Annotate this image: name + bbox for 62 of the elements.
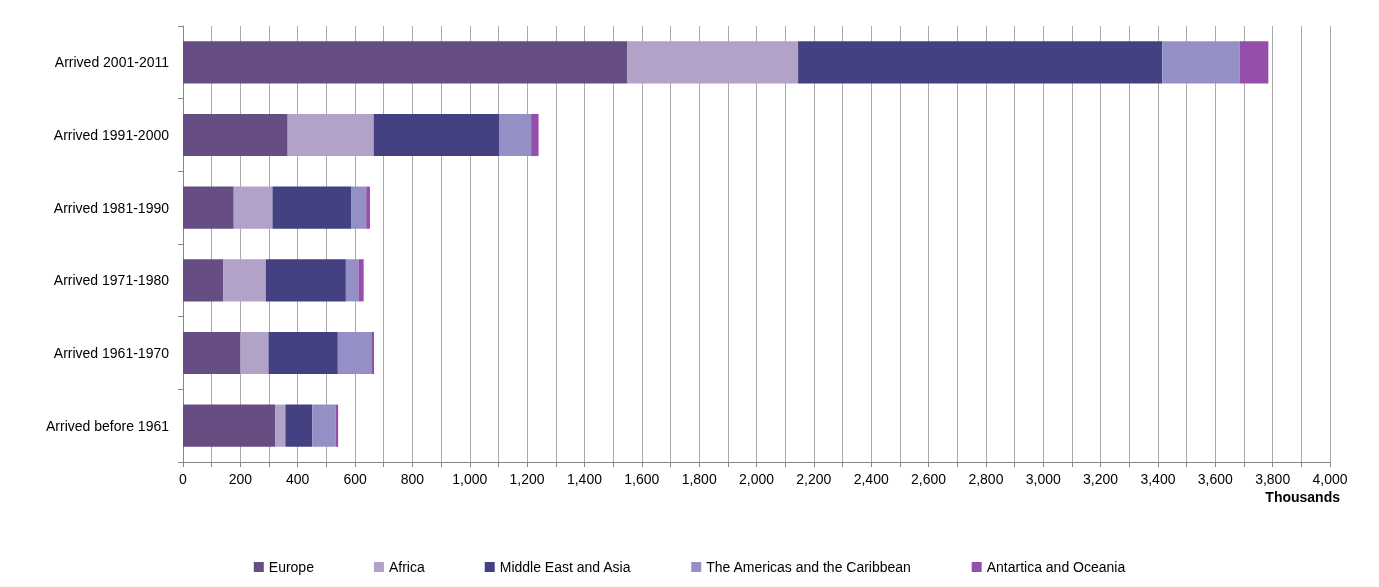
bar (183, 41, 628, 84)
bar (312, 404, 336, 447)
bar (358, 259, 364, 302)
x-tick-label: 0 (179, 471, 188, 487)
bar (183, 113, 288, 157)
bar (275, 404, 286, 447)
bar (337, 331, 372, 375)
x-tick-label: 1,000 (452, 471, 488, 487)
bar (627, 41, 799, 84)
x-tick-label: 800 (400, 471, 425, 487)
bar (1162, 41, 1240, 84)
x-tick-label: 1,800 (681, 471, 717, 487)
legend-label: The Americas and the Caribbean (706, 559, 911, 575)
bar (373, 113, 499, 157)
x-tick-label: 2,800 (968, 471, 1004, 487)
legend-label: Europe (268, 559, 315, 575)
bar (285, 404, 313, 447)
bar (798, 41, 1163, 84)
y-tick-label: Arrived 2001-2011 (54, 54, 170, 71)
x-tick-label: 3,400 (1140, 471, 1176, 487)
x-tick-label: 1,200 (509, 471, 545, 487)
x-tick-label: 2,000 (738, 471, 775, 487)
bar (183, 186, 234, 229)
x-tick-label: 3,600 (1197, 471, 1234, 487)
bar (366, 186, 370, 229)
bar (183, 259, 224, 302)
y-tick-label: Arrived 1981-1990 (53, 199, 170, 216)
bar (345, 259, 359, 302)
x-axis-title: Thousands (1265, 489, 1341, 505)
bar (272, 186, 352, 229)
x-tick-label: 1,400 (566, 471, 603, 487)
x-tick-label: 3,200 (1083, 471, 1119, 487)
bar (351, 186, 367, 229)
bar (265, 259, 346, 302)
x-tick-label: 4,000 (1312, 471, 1348, 487)
y-tick-label: Arrived 1971-1980 (53, 272, 170, 289)
bar (287, 113, 374, 157)
bar (1239, 41, 1269, 84)
bar (233, 186, 273, 229)
x-tick-label: 200 (228, 471, 253, 487)
x-tick-label: 2,600 (911, 471, 947, 487)
x-tick-label: 3,000 (1025, 471, 1061, 487)
y-tick-label: Arrived 1961-1970 (53, 345, 170, 361)
bar (499, 113, 532, 157)
bar (371, 331, 374, 375)
x-tick-label: 3,800 (1255, 471, 1291, 487)
y-tick-label: Arrived 1991-2000 (53, 127, 170, 143)
x-tick-label: 2,200 (796, 471, 832, 487)
bar (531, 113, 539, 157)
x-tick-label: 400 (286, 471, 310, 487)
x-tick-label: 600 (343, 471, 367, 487)
y-tick-label: Arrived before 1961 (46, 417, 170, 434)
legend-label: Antartica and Oceania (986, 559, 1126, 575)
x-tick-label: 2,400 (853, 471, 889, 487)
bar (183, 404, 276, 447)
legend-label: Middle East and Asia (499, 559, 631, 575)
bar (268, 331, 338, 375)
bar (183, 331, 241, 375)
bar (240, 331, 269, 375)
x-tick-label: 1,600 (624, 471, 660, 487)
bar (223, 259, 266, 302)
legend-label: Africa (388, 559, 425, 575)
